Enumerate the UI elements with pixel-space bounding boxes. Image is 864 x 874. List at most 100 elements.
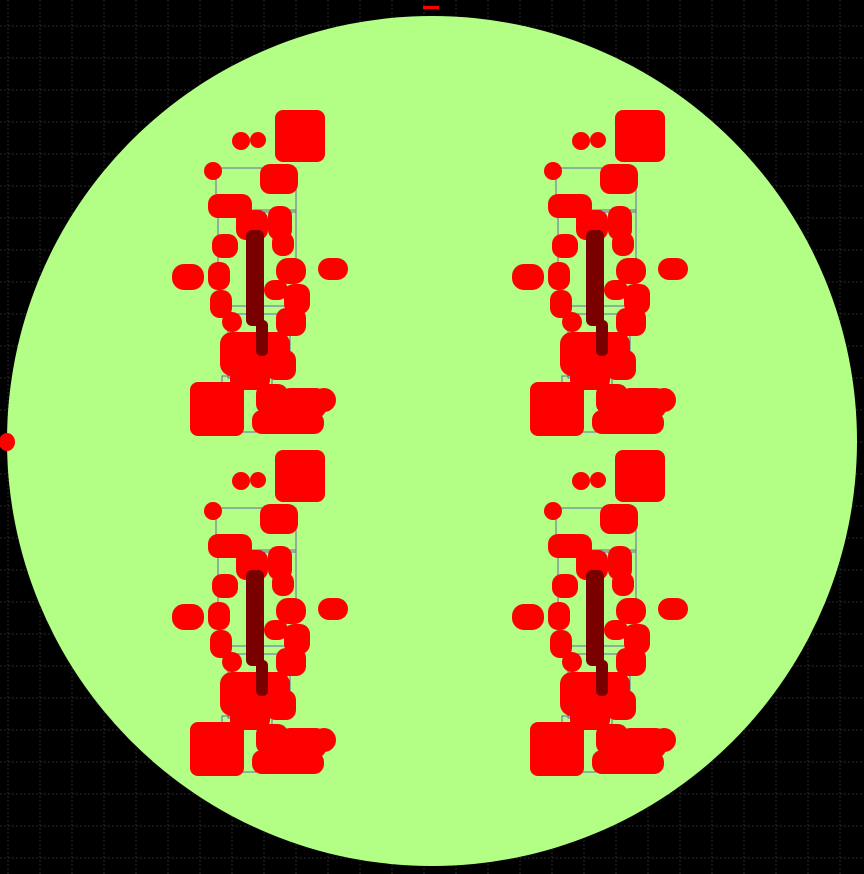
bond-pad[interactable] <box>232 132 250 150</box>
bond-pad[interactable] <box>616 308 646 336</box>
bond-pad[interactable] <box>622 412 664 434</box>
bond-pad[interactable] <box>260 504 298 534</box>
bond-pad[interactable] <box>282 412 324 434</box>
bond-pad[interactable] <box>222 652 242 672</box>
bond-pad[interactable] <box>264 280 288 300</box>
bond-pad[interactable] <box>572 132 590 150</box>
bond-pad[interactable] <box>512 264 544 290</box>
bond-pad[interactable] <box>275 110 325 162</box>
bond-pad[interactable] <box>550 630 572 658</box>
bond-pad[interactable] <box>264 620 288 640</box>
bond-pad[interactable] <box>222 312 242 332</box>
bond-pad[interactable] <box>512 604 544 630</box>
bond-pad[interactable] <box>190 382 244 436</box>
die-2[interactable] <box>512 110 688 436</box>
bond-pad[interactable] <box>250 472 266 488</box>
bond-pad[interactable] <box>550 290 572 318</box>
bond-pad[interactable] <box>562 652 582 672</box>
bond-pad[interactable] <box>268 546 292 580</box>
bond-pad[interactable] <box>658 258 688 280</box>
bond-pad[interactable] <box>552 234 578 258</box>
bond-pad[interactable] <box>572 472 590 490</box>
bond-pad[interactable] <box>272 572 294 596</box>
bond-pad[interactable] <box>212 574 238 598</box>
bond-pad[interactable] <box>624 624 650 654</box>
bond-pad[interactable] <box>272 232 294 256</box>
bond-pad[interactable] <box>606 690 636 720</box>
bond-pad[interactable] <box>250 132 266 148</box>
bond-pad[interactable] <box>615 110 665 162</box>
trench-region <box>596 660 608 696</box>
bond-pad[interactable] <box>604 620 628 640</box>
die-1[interactable] <box>172 110 348 436</box>
bond-pad[interactable] <box>275 450 325 502</box>
bond-pad[interactable] <box>608 546 632 580</box>
bond-pad[interactable] <box>600 164 638 194</box>
bond-pad[interactable] <box>312 728 336 752</box>
bond-pad[interactable] <box>562 312 582 332</box>
bond-pad[interactable] <box>544 162 562 180</box>
bond-pad[interactable] <box>612 232 634 256</box>
bond-pad[interactable] <box>612 572 634 596</box>
bond-pad[interactable] <box>530 382 584 436</box>
bond-pad[interactable] <box>266 350 296 380</box>
bond-pad[interactable] <box>212 234 238 258</box>
bond-pad[interactable] <box>266 690 296 720</box>
trench-region <box>596 320 608 356</box>
die-array <box>172 110 688 776</box>
bond-pad[interactable] <box>624 284 650 314</box>
bond-pad[interactable] <box>282 752 324 774</box>
bond-pad[interactable] <box>652 388 676 412</box>
bond-pad[interactable] <box>622 752 664 774</box>
bond-pad[interactable] <box>590 132 606 148</box>
bond-pad[interactable] <box>210 630 232 658</box>
trench-region <box>256 320 268 356</box>
bond-pad[interactable] <box>600 504 638 534</box>
bond-pad[interactable] <box>190 722 244 776</box>
bond-pad[interactable] <box>652 728 676 752</box>
bond-pad[interactable] <box>606 350 636 380</box>
bond-pad[interactable] <box>208 262 230 290</box>
wafer-disk[interactable] <box>7 16 857 866</box>
bond-pad[interactable] <box>544 502 562 520</box>
bond-pad[interactable] <box>268 206 292 240</box>
bond-pad[interactable] <box>204 162 222 180</box>
bond-pad[interactable] <box>172 264 204 290</box>
bond-pad[interactable] <box>616 598 646 624</box>
bond-pad[interactable] <box>312 388 336 412</box>
bond-pad[interactable] <box>658 598 688 620</box>
bond-pad[interactable] <box>210 290 232 318</box>
bond-pad[interactable] <box>172 604 204 630</box>
bond-pad[interactable] <box>530 722 584 776</box>
left-marker[interactable] <box>0 433 15 451</box>
bond-pad[interactable] <box>608 206 632 240</box>
bond-pad[interactable] <box>616 648 646 676</box>
trench-region <box>586 570 604 666</box>
trench-region <box>246 570 264 666</box>
trench-region <box>256 660 268 696</box>
top-marker[interactable] <box>423 6 439 9</box>
bond-pad[interactable] <box>232 472 250 490</box>
bond-pad[interactable] <box>276 258 306 284</box>
die-4[interactable] <box>512 450 688 776</box>
bond-pad[interactable] <box>204 502 222 520</box>
bond-pad[interactable] <box>552 574 578 598</box>
bond-pad[interactable] <box>276 308 306 336</box>
bond-pad[interactable] <box>260 164 298 194</box>
bond-pad[interactable] <box>318 598 348 620</box>
bond-pad[interactable] <box>590 472 606 488</box>
die-3[interactable] <box>172 450 348 776</box>
bond-pad[interactable] <box>284 624 310 654</box>
bond-pad[interactable] <box>615 450 665 502</box>
trench-region <box>246 230 264 326</box>
bond-pad[interactable] <box>276 648 306 676</box>
bond-pad[interactable] <box>284 284 310 314</box>
bond-pad[interactable] <box>276 598 306 624</box>
bond-pad[interactable] <box>604 280 628 300</box>
bond-pad[interactable] <box>548 602 570 630</box>
bond-pad[interactable] <box>616 258 646 284</box>
bond-pad[interactable] <box>208 602 230 630</box>
bond-pad[interactable] <box>318 258 348 280</box>
bond-pad[interactable] <box>548 262 570 290</box>
